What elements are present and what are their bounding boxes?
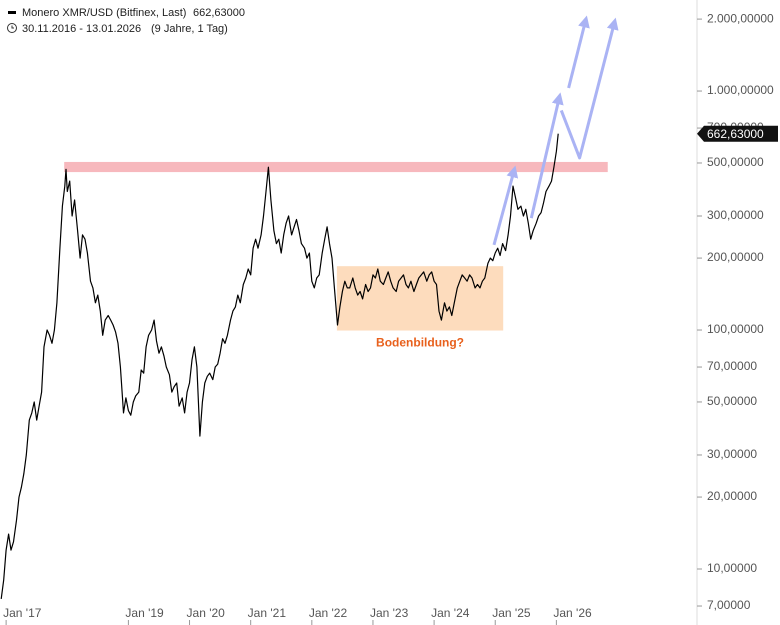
x-tick-label: Jan '19 bbox=[125, 606, 164, 620]
projection-arrow bbox=[529, 92, 564, 219]
axes: 2.000,000001.000,00000700,00000500,00000… bbox=[3, 0, 778, 625]
clock-icon bbox=[7, 23, 17, 33]
zones: Bodenbildung? bbox=[64, 161, 608, 350]
x-tick-label: Jan '17 bbox=[3, 606, 42, 620]
legend-label: Monero XMR/USD (Bitfinex, Last) bbox=[22, 7, 186, 19]
y-tick-label: 500,00000 bbox=[707, 155, 764, 169]
arrows bbox=[492, 15, 619, 246]
y-tick-label: 300,00000 bbox=[707, 208, 764, 222]
y-tick-label: 30,00000 bbox=[707, 447, 757, 461]
y-tick-label: 200,00000 bbox=[707, 250, 764, 264]
projection-arrow bbox=[492, 165, 519, 246]
x-tick-label: Jan '20 bbox=[187, 606, 226, 620]
zone bbox=[64, 161, 608, 173]
zone-label: Bodenbildung? bbox=[376, 336, 464, 350]
header-price: 662,63000 bbox=[193, 7, 245, 19]
last-price-box bbox=[697, 125, 778, 142]
x-tick-label: Jan '25 bbox=[492, 606, 531, 620]
projection-arrow bbox=[567, 15, 590, 89]
y-tick-label: 100,00000 bbox=[707, 322, 764, 336]
y-tick-label: 10,00000 bbox=[707, 561, 757, 575]
y-tick-label: 20,00000 bbox=[707, 489, 757, 503]
clock-hand bbox=[11, 25, 14, 29]
x-tick-label: Jan '23 bbox=[370, 606, 409, 620]
x-tick-label: Jan '22 bbox=[309, 606, 348, 620]
last-price-label: 662,63000 bbox=[707, 127, 764, 141]
x-tick-label: Jan '26 bbox=[553, 606, 592, 620]
y-tick-label: 1.000,00000 bbox=[707, 83, 774, 97]
projection-arrow bbox=[559, 17, 619, 160]
y-tick-label: 50,00000 bbox=[707, 394, 757, 408]
y-tick-label: 70,00000 bbox=[707, 359, 757, 373]
plot bbox=[0, 133, 559, 599]
x-tick-label: Jan '24 bbox=[431, 606, 470, 620]
price-line bbox=[0, 133, 559, 599]
legend-swatch bbox=[8, 11, 16, 14]
header: Monero XMR/USD (Bitfinex, Last) 662,6300… bbox=[7, 7, 245, 35]
x-tick-label: Jan '21 bbox=[248, 606, 287, 620]
subtitle: 30.11.2016 - 13.01.2026 bbox=[22, 23, 141, 35]
y-tick-label: 2.000,00000 bbox=[707, 11, 774, 25]
period: (9 Jahre, 1 Tag) bbox=[151, 23, 228, 35]
y-tick-label: 7,00000 bbox=[707, 598, 751, 612]
